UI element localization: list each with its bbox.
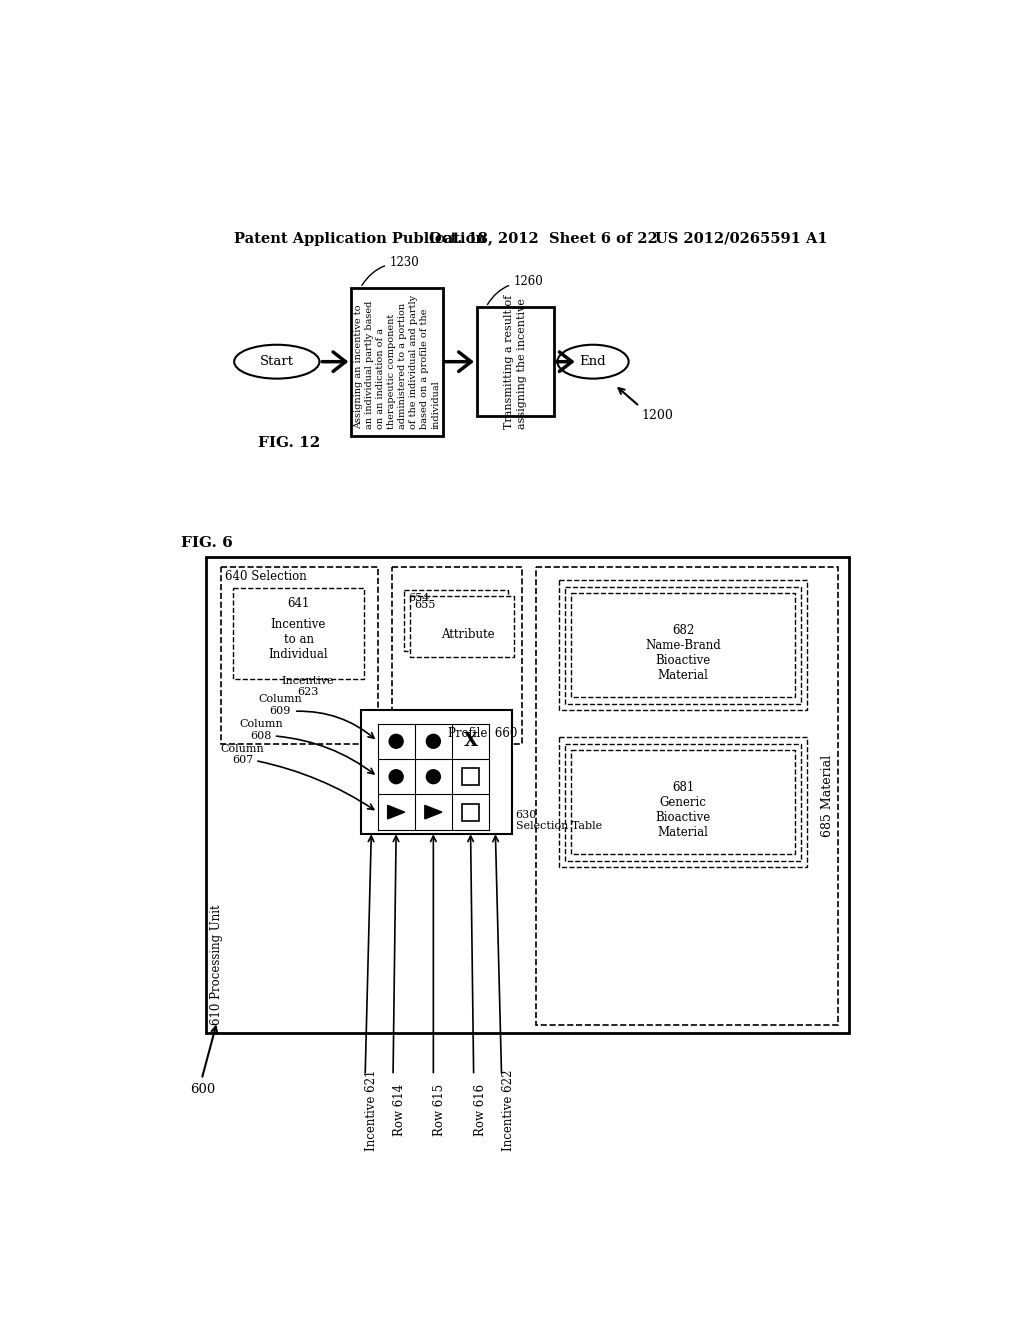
Text: 1260: 1260 — [487, 276, 544, 305]
Text: Column
608: Column 608 — [240, 719, 284, 741]
Text: Column
607: Column 607 — [221, 743, 264, 766]
Text: 655: 655 — [414, 599, 435, 610]
Text: Column
609: Column 609 — [258, 694, 302, 715]
Polygon shape — [425, 805, 442, 818]
Text: Oct. 18, 2012  Sheet 6 of 22: Oct. 18, 2012 Sheet 6 of 22 — [429, 231, 657, 246]
Bar — [351, 288, 442, 436]
Text: Row 616: Row 616 — [474, 1084, 486, 1137]
Bar — [571, 593, 795, 697]
Text: FIG. 12: FIG. 12 — [258, 436, 321, 450]
Text: 682
Name-Brand
Bioactive
Material: 682 Name-Brand Bioactive Material — [645, 624, 721, 681]
Bar — [536, 566, 838, 1024]
Text: US 2012/0265591 A1: US 2012/0265591 A1 — [655, 231, 827, 246]
Text: 641: 641 — [288, 597, 309, 610]
Text: X: X — [464, 733, 477, 750]
Ellipse shape — [234, 345, 319, 379]
Text: Attribute: Attribute — [441, 628, 495, 640]
Bar — [559, 738, 807, 867]
Text: FIG. 6: FIG. 6 — [180, 536, 232, 549]
Bar — [462, 804, 479, 821]
Ellipse shape — [557, 345, 629, 379]
Circle shape — [426, 770, 440, 784]
Bar — [360, 710, 512, 834]
Text: Assigning an incentive to
an individual partly based
on an indication of a
thera: Assigning an incentive to an individual … — [353, 294, 440, 429]
Bar — [391, 566, 521, 743]
Text: 630
Selection Table: 630 Selection Table — [515, 809, 602, 832]
Bar — [559, 581, 807, 710]
Bar — [462, 768, 479, 785]
Text: 600: 600 — [190, 1084, 215, 1096]
Bar — [206, 557, 849, 1034]
Circle shape — [426, 734, 440, 748]
Bar — [233, 589, 364, 678]
Bar — [565, 743, 801, 861]
Text: Incentive 621: Incentive 621 — [366, 1069, 378, 1151]
Polygon shape — [388, 805, 404, 818]
Bar — [410, 595, 514, 657]
Text: Profile  660: Profile 660 — [449, 727, 518, 739]
Text: 640 Selection: 640 Selection — [225, 570, 306, 583]
Circle shape — [389, 770, 403, 784]
Bar — [477, 308, 554, 416]
Text: 1200: 1200 — [642, 409, 674, 422]
Bar — [565, 586, 801, 704]
Text: Row 614: Row 614 — [393, 1084, 407, 1137]
Bar — [221, 566, 378, 743]
Text: Transmitting a result of
assigning the incentive: Transmitting a result of assigning the i… — [504, 294, 526, 429]
Text: Incentive 622: Incentive 622 — [502, 1069, 514, 1151]
Text: Incentive
to an
Individual: Incentive to an Individual — [268, 618, 329, 661]
Bar — [403, 590, 508, 651]
Text: 610 Processing Unit: 610 Processing Unit — [210, 904, 223, 1026]
Text: Row 615: Row 615 — [433, 1084, 446, 1137]
Text: End: End — [580, 355, 606, 368]
Text: 654: 654 — [408, 594, 429, 603]
Text: Patent Application Publication: Patent Application Publication — [234, 231, 486, 246]
Text: Incentive
623: Incentive 623 — [282, 676, 334, 697]
Text: Start: Start — [260, 355, 294, 368]
Circle shape — [389, 734, 403, 748]
Text: 681
Generic
Bioactive
Material: 681 Generic Bioactive Material — [655, 781, 711, 838]
Bar — [571, 750, 795, 854]
Text: 1230: 1230 — [361, 256, 420, 285]
Text: 685 Material: 685 Material — [821, 755, 834, 837]
